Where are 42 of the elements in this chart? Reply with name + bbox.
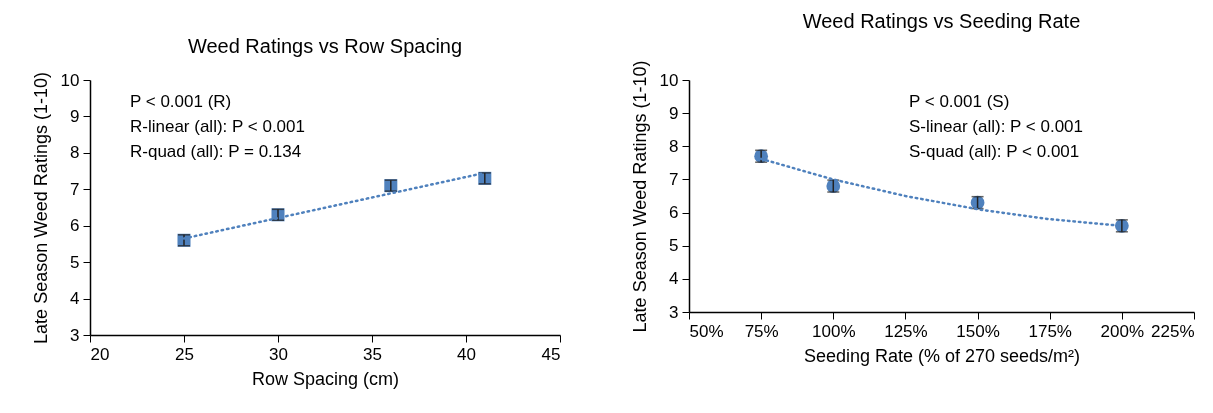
y-axis-title: Late Season Weed Ratings (1-10) (30, 72, 51, 344)
x-tick-label: 20 (90, 344, 110, 364)
x-tick-label: 225% (1151, 321, 1195, 341)
x-tick-label: 30 (269, 344, 288, 364)
y-tick-label: 5 (669, 236, 679, 256)
y-tick-label: 8 (669, 136, 679, 156)
x-tick-label: 45 (541, 344, 561, 364)
x-tick-label: 35 (363, 344, 382, 364)
x-tick-label: 150% (956, 321, 1000, 341)
y-tick-label: 4 (70, 289, 80, 309)
x-tick-label: 50% (689, 321, 724, 341)
y-tick-label: 10 (60, 70, 80, 90)
x-tick-label: 200% (1100, 321, 1145, 341)
y-tick-label: 10 (659, 70, 679, 90)
annotation: S-quad (all): P < 0.001 (909, 142, 1080, 161)
x-axis-title: Row Spacing (cm) (251, 368, 400, 389)
x-tick-label: 40 (457, 344, 476, 364)
x-axis-title: Seeding Rate (% of 270 seeds/m²) (803, 345, 1081, 366)
y-tick-label: 9 (70, 106, 80, 126)
x-tick-label: 25 (175, 344, 194, 364)
x-tick-label: 75% (744, 321, 779, 341)
y-tick-label: 3 (669, 302, 679, 322)
annotation: R-linear (all): P < 0.001 (130, 117, 305, 136)
chart-title: Weed Ratings vs Seeding Rate (802, 10, 1081, 33)
y-tick-label: 5 (70, 252, 80, 272)
y-tick-label: 9 (669, 103, 679, 123)
annotation: S-linear (all): P < 0.001 (909, 117, 1084, 136)
y-tick-label: 8 (70, 143, 80, 163)
annotation: P < 0.001 (R) (130, 92, 232, 111)
y-tick-label: 7 (669, 169, 679, 189)
y-tick-label: 6 (70, 216, 80, 236)
annotation: P < 0.001 (S) (909, 92, 1010, 111)
y-tick-label: 6 (669, 203, 679, 223)
y-axis-title: Late Season Weed Ratings (1-10) (629, 60, 650, 333)
chart-title: Weed Ratings vs Row Spacing (187, 35, 463, 57)
annotation: R-quad (all): P = 0.134 (130, 142, 302, 161)
y-tick-label: 4 (669, 269, 679, 289)
x-tick-label: 125% (884, 321, 928, 341)
x-tick-label: 175% (1028, 321, 1072, 341)
x-tick-label: 100% (812, 321, 856, 341)
y-tick-label: 3 (70, 325, 80, 345)
y-tick-label: 7 (70, 179, 80, 199)
